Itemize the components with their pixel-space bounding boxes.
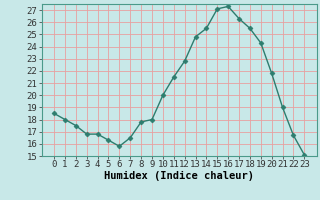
X-axis label: Humidex (Indice chaleur): Humidex (Indice chaleur) xyxy=(104,171,254,181)
